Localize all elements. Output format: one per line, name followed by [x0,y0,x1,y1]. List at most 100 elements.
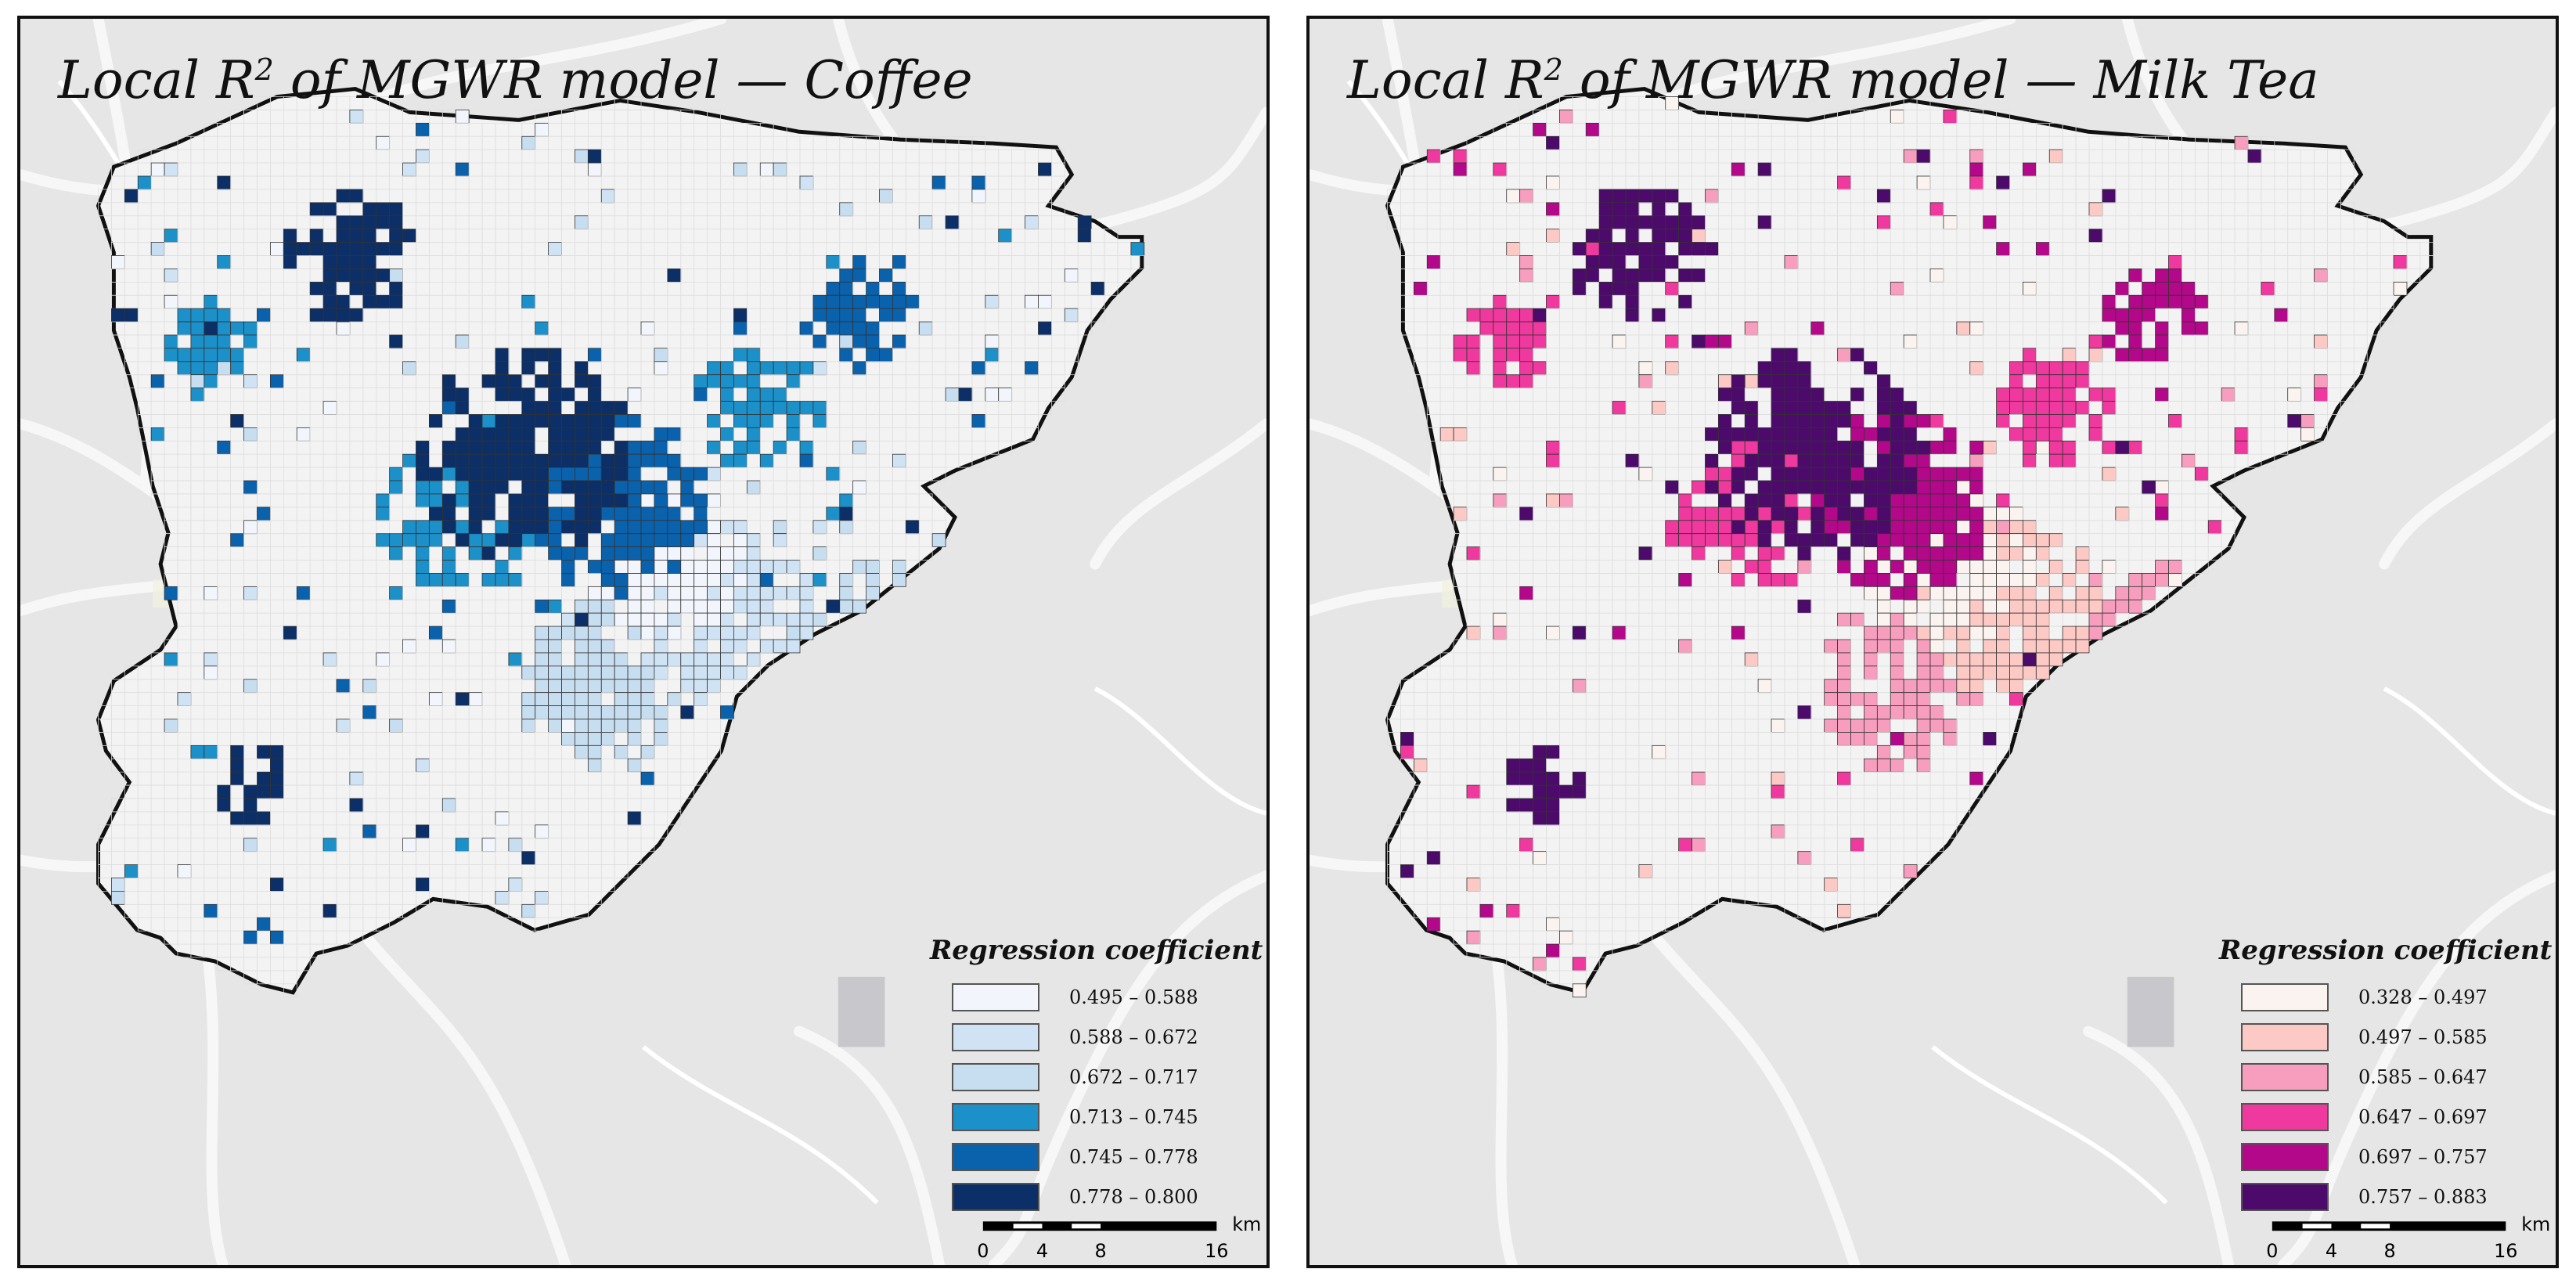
grid-cell [640,573,655,587]
grid-cell [548,414,562,428]
grid-cell [759,453,774,468]
grid-cell [230,321,244,336]
grid-cell [2168,268,2182,283]
grid-cell [521,903,536,918]
grid-cell [230,744,244,759]
grid-cell [336,255,351,269]
grid-cell [481,493,496,508]
grid-cell [521,361,536,376]
grid-cell [535,679,549,694]
grid-cell [707,414,721,428]
grid-cell [217,334,232,349]
grid-cell [1546,202,1560,217]
grid-cell [349,268,364,283]
grid-cell [1943,110,1958,124]
grid-cell [1916,175,1931,190]
grid-cell [627,573,642,587]
grid-cell [508,467,523,481]
grid-cell [257,744,271,759]
grid-cell [654,573,668,587]
grid-cell [667,811,682,826]
grid-cell [694,692,708,706]
grid-cell [521,692,536,706]
grid-cell [2115,321,2130,336]
grid-cell [654,440,668,455]
grid-cell [243,374,258,389]
grid-cell [481,507,496,521]
grid-cell [1983,215,1997,230]
grid-cell [707,467,721,481]
grid-cell [322,242,337,256]
grid-cell [508,878,523,892]
grid-cell [627,414,642,428]
grid-cell [667,453,682,468]
grid-cell [746,573,761,587]
legend-label: 0.588 – 0.672 [1069,1026,1198,1048]
grid-cell [243,321,258,336]
grid-cell [1572,268,1587,283]
grid-cell [707,493,721,508]
grid-cell [2274,308,2289,323]
grid-cell [1864,361,1878,376]
grid-cell [1453,334,1468,349]
grid-cell [759,612,774,627]
grid-cell [667,573,682,587]
grid-cell [177,692,192,706]
grid-cell [600,414,615,428]
grid-cell [468,480,483,495]
grid-cell [349,215,364,230]
grid-cell [204,308,218,323]
grid-cell [640,744,655,759]
grid-cell [548,507,562,521]
grid-cell [257,771,271,786]
grid-cell [217,361,232,376]
grid-cell [468,453,483,468]
grid-cell [707,679,721,694]
grid-cell [336,308,351,323]
grid-cell [389,268,403,283]
grid-cell [416,758,430,773]
grid-cell [230,758,244,773]
grid-cell [627,612,642,627]
grid-cell [1705,189,1719,204]
grid-cell [640,560,655,574]
grid-cell [495,453,510,468]
grid-cell [1519,255,1533,269]
grid-cell [2155,294,2169,309]
grid-cell [1625,242,1640,256]
grid-cell [508,652,523,667]
grid-cell [812,308,827,323]
grid-cell [137,175,152,190]
grid-cell [204,586,218,600]
grid-cell [2128,348,2143,362]
grid-cell [839,281,854,296]
grid-cell [694,639,708,654]
grid-cell [441,546,456,561]
grid-cell [759,401,774,415]
grid-cell [587,453,602,468]
grid-cell [416,560,430,574]
grid-cell [535,692,549,706]
grid-cell [680,705,695,719]
grid-cell [654,560,668,574]
grid-cell [481,573,496,587]
grid-cell [561,732,575,746]
grid-cell [587,744,602,759]
grid-cell [640,612,655,627]
grid-cell [866,348,880,362]
grid-cell [680,467,695,481]
grid-cell [1585,229,1600,243]
grid-cell [852,599,866,614]
grid-cell [786,414,801,428]
grid-cell [759,162,774,177]
grid-cell [866,560,880,574]
grid-cell [587,719,602,733]
grid-cell [495,374,510,389]
grid-cell [614,719,629,733]
map-panel-milk-tea: Local R2 of MGWR model — Milk Tea Regres… [1306,16,2559,1268]
grid-cell [600,573,615,587]
grid-cell [1598,215,1613,230]
grid-cell [720,652,734,667]
grid-cell [627,732,642,746]
grid-cell [892,560,906,574]
